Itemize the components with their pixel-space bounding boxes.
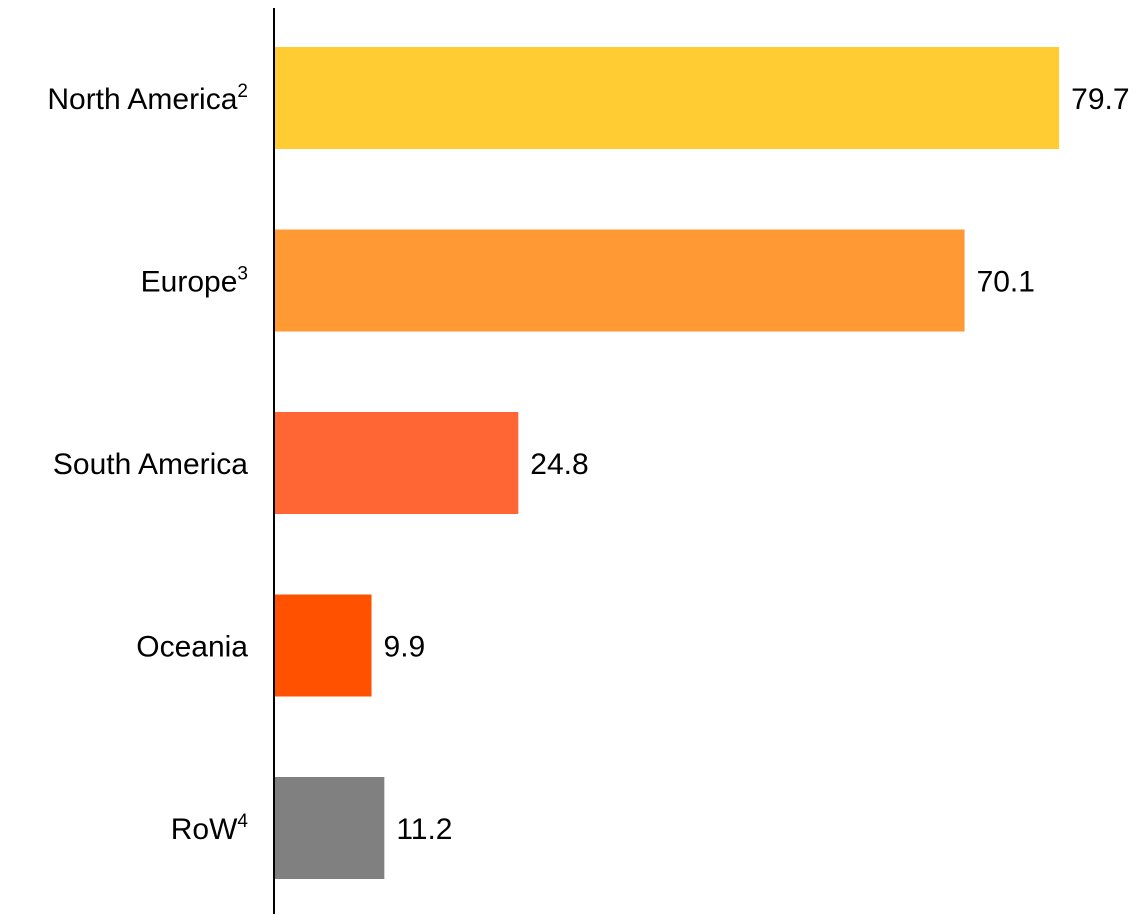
value-label-south-america: 24.8: [530, 448, 588, 481]
category-label-south-america: South America: [53, 448, 248, 481]
bar-europe: [274, 229, 965, 332]
bar-south-america: [274, 412, 519, 514]
value-label-europe: 70.1: [977, 266, 1035, 299]
bar-north-america: [274, 47, 1060, 149]
bar-oceania: [274, 594, 372, 697]
category-label-oceania: Oceania: [136, 631, 248, 664]
value-label-oceania: 9.9: [384, 631, 426, 664]
value-label-north-america: 79.7: [1071, 83, 1129, 116]
bars-layer: [274, 47, 1060, 879]
bar-row: [274, 777, 385, 879]
value-labels-layer: 79.7 70.1 24.8 9.9 11.2: [384, 83, 1130, 846]
category-label-row: RoW4: [171, 811, 249, 846]
category-label-europe: Europe3: [141, 264, 248, 299]
category-label-north-america: North America2: [47, 81, 248, 116]
category-labels-layer: North America2 Europe3 South America Oceani…: [47, 81, 248, 846]
value-label-row: 11.2: [396, 813, 452, 846]
